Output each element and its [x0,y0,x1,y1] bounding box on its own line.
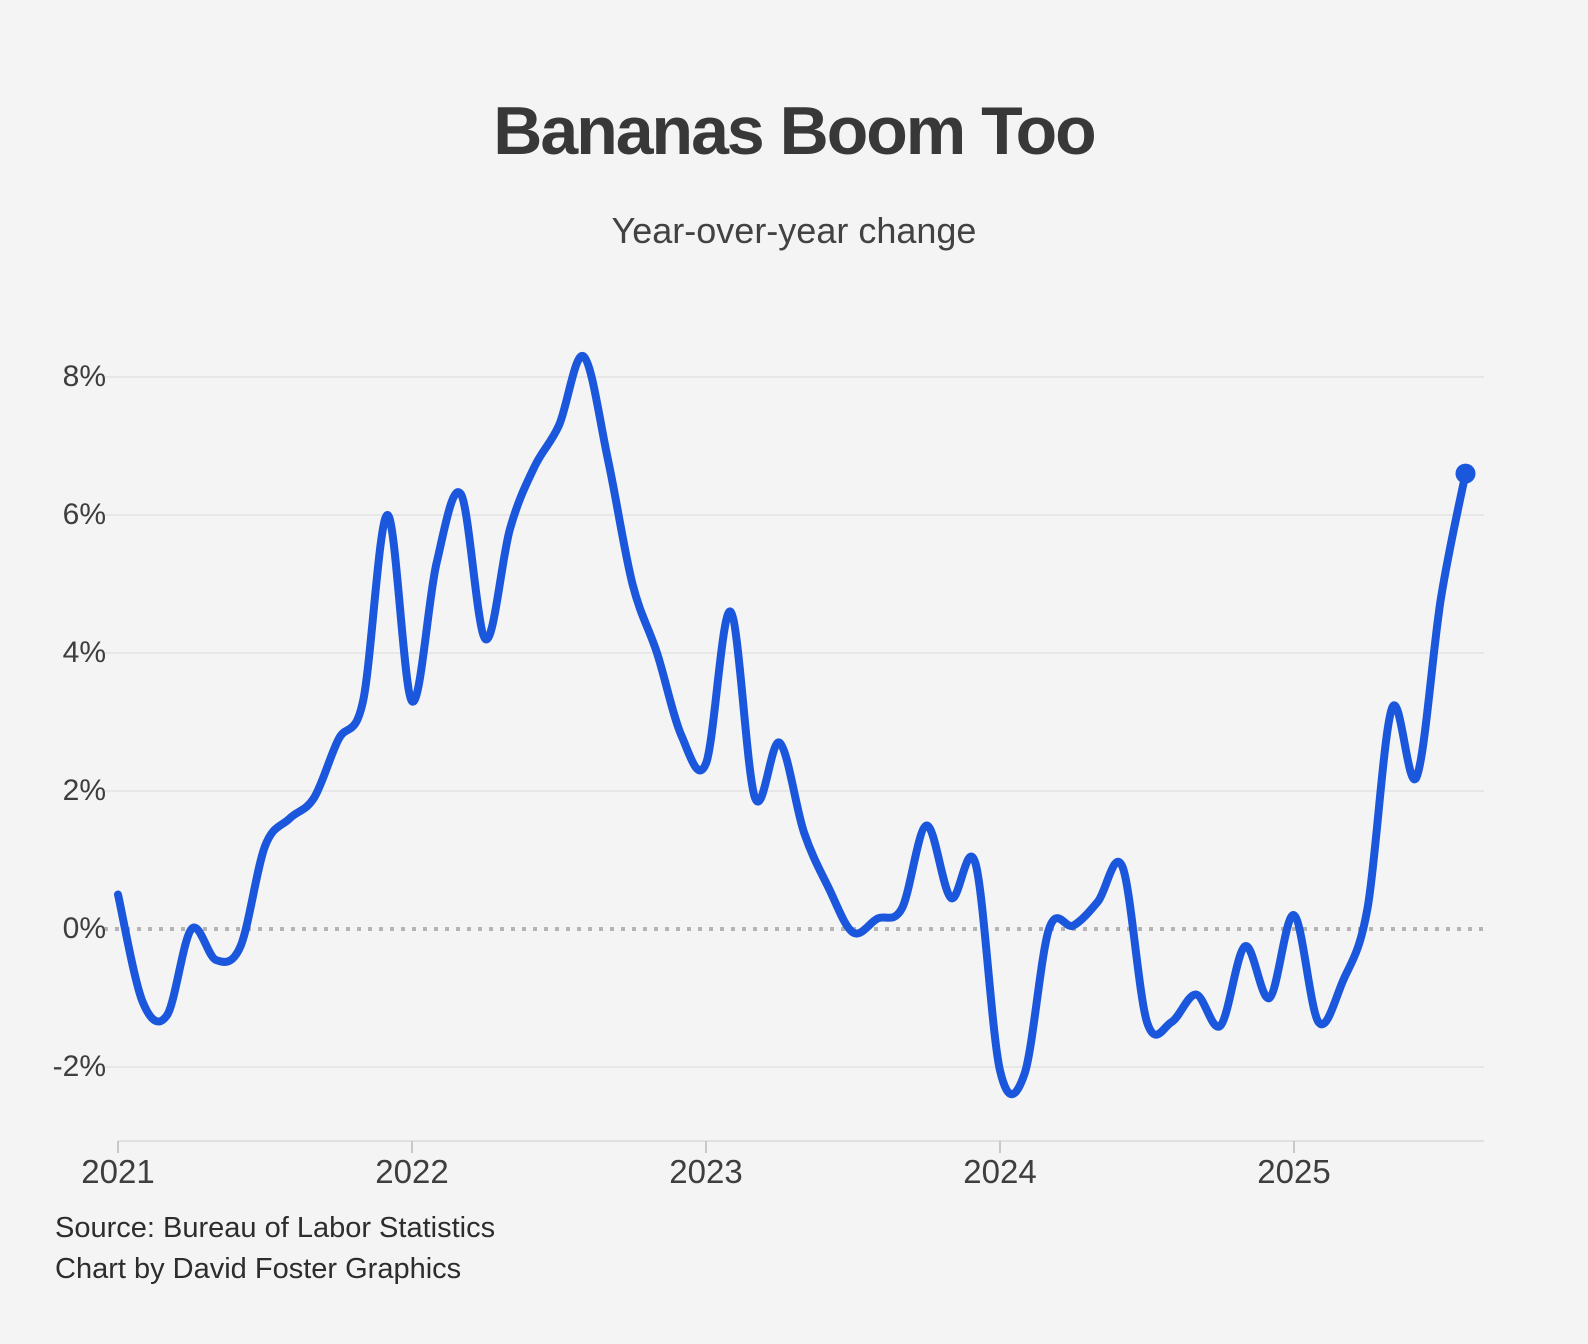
source-line: Source: Bureau of Labor Statistics [55,1212,496,1244]
x-axis-label: 2024 [963,1153,1037,1190]
x-axis-label: 2021 [81,1153,155,1190]
credit-line: Chart by David Foster Graphics [55,1253,462,1285]
chart-title: Bananas Boom Too [493,93,1096,169]
y-axis-label: 6% [62,498,106,531]
x-axis-label: 2022 [375,1153,449,1190]
chart-subtitle: Year-over-year change [611,210,977,251]
y-axis-label: -2% [52,1050,106,1083]
data-line [114,352,1470,1099]
y-axis-label: 0% [62,912,106,945]
source-note: Source: Bureau of Labor Statistics Chart… [55,1208,495,1290]
x-axis-label: 2025 [1257,1153,1331,1190]
latest-point-dot [1455,463,1476,484]
y-axis-label: 8% [62,360,106,393]
y-axis-label: 4% [62,636,106,669]
y-axis-label: 2% [62,774,106,807]
x-axis-label: 2023 [669,1153,743,1190]
